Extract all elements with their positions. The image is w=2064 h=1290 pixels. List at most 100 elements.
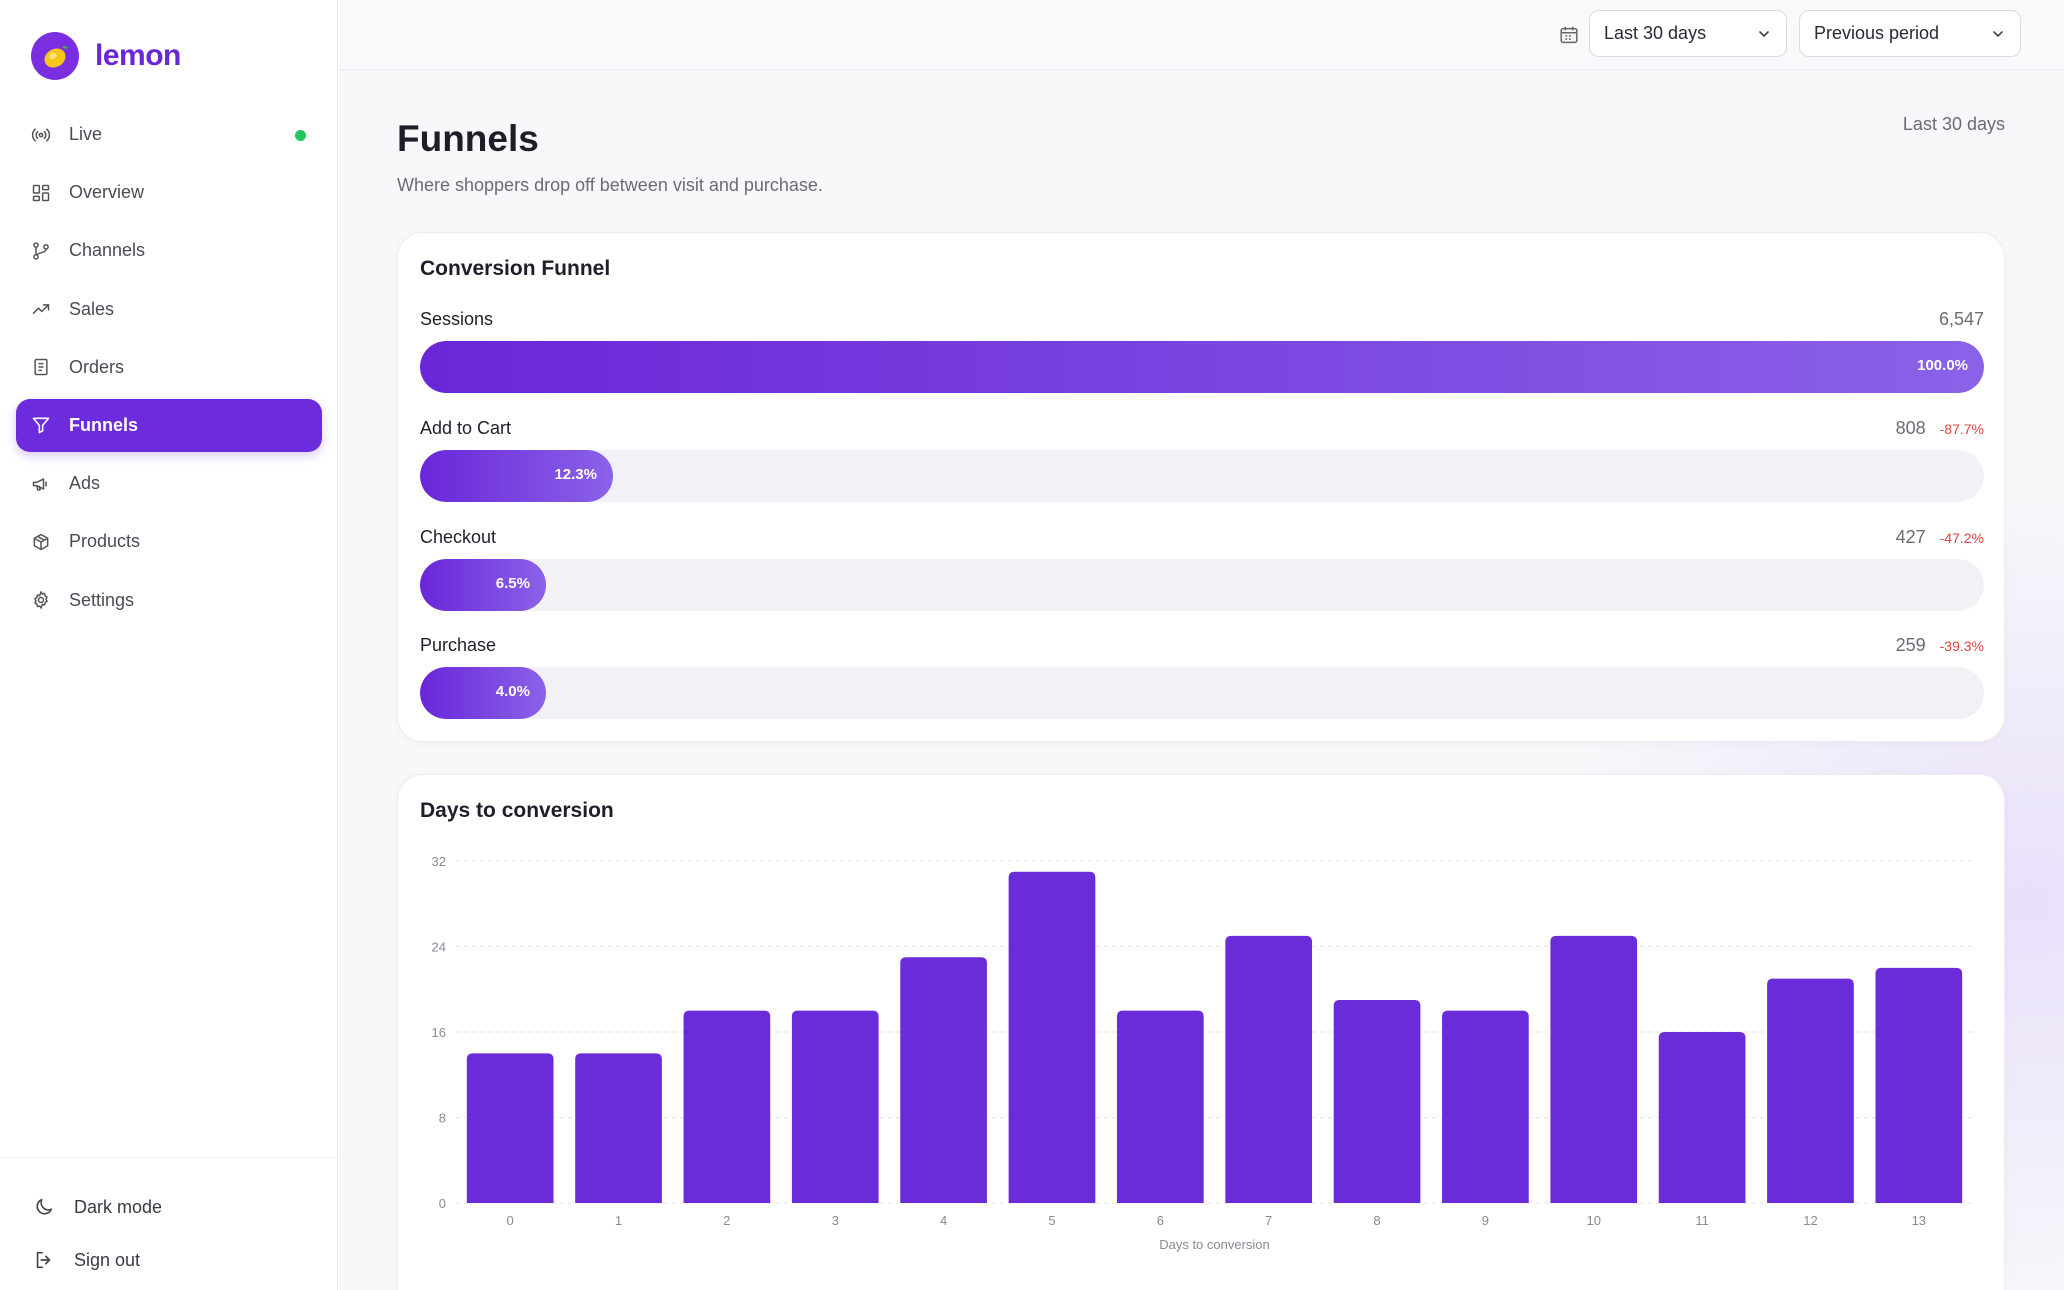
sidebar-item-label: Channels [69,240,146,261]
x-tick-label: 3 [832,1213,839,1228]
bar [1658,1032,1746,1203]
date-range-value: Last 30 days [1604,23,1707,43]
main-content: Last 30 days Previous period Funnels Whe… [339,0,2064,1290]
bar [1767,978,1854,1203]
dark-mode-label: Dark mode [74,1196,163,1217]
sidebar-footer: Dark mode Sign out [0,1157,338,1290]
sidebar-item-products[interactable]: Products [16,515,322,568]
funnel-stage-sessions[interactable]: Sessions 6,547 100.0% [420,309,1984,399]
trend-up-icon [32,304,50,314]
x-tick-label: 5 [1048,1213,1055,1228]
sidebar: lemon Live Overview Channels Sales Order… [0,0,338,1290]
sidebar-item-label: Ads [69,473,101,494]
megaphone-icon [32,477,47,491]
bar [466,1053,554,1203]
stage-bar: 100.0% [420,341,1984,393]
sidebar-item-live[interactable]: Live [16,108,322,161]
stage-stats: 427 -47.2% [1896,527,1984,548]
stage-dropoff: -87.7% [1939,421,1984,437]
lemon-logo-icon [31,32,79,80]
stage-count: 259 [1895,635,1926,655]
bar [1008,871,1096,1203]
sidebar-item-ads[interactable]: Ads [16,457,322,510]
page-subtitle: Where shoppers drop off between visit an… [397,175,823,195]
days-to-conversion-card: Days to conversion 0 8 16 24 32 0 1 2 3 4 5 6 7 8 9 10 1… [397,774,2005,1290]
x-tick-label: 7 [1265,1213,1272,1228]
sidebar-item-label: Funnels [69,414,139,435]
sidebar-item-label: Live [69,124,103,144]
x-tick-label: 1 [615,1213,622,1228]
calendar-icon [1560,26,1578,44]
x-tick-label: 12 [1803,1213,1817,1228]
x-tick-label: 13 [1912,1213,1926,1228]
bar [575,1053,662,1203]
sidebar-item-overview[interactable]: Overview [16,166,322,219]
stage-count: 427 [1895,527,1926,547]
y-tick-label: 24 [432,940,446,955]
bar [683,1010,771,1203]
comparison-value: Previous period [1814,23,1940,43]
date-range-select[interactable]: Last 30 days [1589,10,1787,57]
stage-percent: 6.5% [495,575,530,592]
funnel-stage-checkout[interactable]: Checkout 427 -47.2% 6.5% [420,527,1984,617]
brand-logo[interactable]: lemon [31,32,181,80]
stage-percent: 100.0% [1917,357,1968,374]
stage-percent: 4.0% [495,683,530,700]
stage-track: 12.3% [420,450,1984,502]
bar [791,1010,879,1203]
topbar: Last 30 days Previous period [339,0,2064,70]
conversion-funnel-card: Conversion Funnel Sessions 6,547 100.0% … [397,232,2005,742]
stage-count: 6,547 [1938,309,1984,329]
card-title: Conversion Funnel [420,257,611,280]
stage-bar: 4.0% [420,667,546,719]
sidebar-item-label: Sales [69,298,115,319]
sidebar-nav: Live Overview Channels Sales Orders Funn… [16,108,322,632]
x-tick-label: 11 [1695,1213,1709,1228]
sidebar-item-label: Settings [69,589,135,610]
period-label: Last 30 days [1902,114,2005,134]
bar [1333,999,1421,1203]
sidebar-item-label: Products [69,531,141,552]
x-tick-label: 2 [723,1213,730,1228]
stage-label: Checkout [420,527,497,547]
chevron-down-icon [1993,31,2003,38]
bar [1116,1010,1204,1203]
y-tick-label: 8 [439,1111,446,1126]
stage-stats: 259 -39.3% [1896,635,1984,656]
sidebar-item-orders[interactable]: Orders [16,341,322,394]
y-tick-label: 0 [439,1196,446,1211]
y-tick-label: 16 [432,1025,446,1040]
sidebar-item-settings[interactable]: Settings [16,574,322,627]
funnel-stage-purchase[interactable]: Purchase 259 -39.3% 4.0% [420,635,1984,725]
stage-label: Add to Cart [420,418,512,438]
bar [1550,935,1638,1203]
sidebar-item-channels[interactable]: Channels [16,224,322,277]
gear-icon [34,590,48,610]
branch-icon [33,242,49,260]
comparison-select[interactable]: Previous period [1799,10,2021,57]
x-tick-label: 0 [507,1213,514,1228]
sign-out-button[interactable]: Sign out [33,1240,140,1280]
bar [1225,935,1313,1203]
bar [1875,967,1963,1203]
sidebar-item-funnels[interactable]: Funnels [16,398,322,452]
funnel-stage-add-to-cart[interactable]: Add to Cart 808 -87.7% 12.3% [420,418,1984,508]
sign-out-icon [36,1251,51,1269]
live-status-dot [295,130,306,141]
card-title: Days to conversion [420,799,614,822]
stage-bar: 6.5% [420,559,546,611]
bar [1442,1010,1529,1203]
stage-track: 6.5% [420,559,1984,611]
receipt-icon [34,359,48,376]
dark-mode-toggle[interactable]: Dark mode [33,1187,162,1227]
sidebar-item-sales[interactable]: Sales [16,283,322,336]
x-tick-label: 4 [940,1213,947,1228]
grid-icon [32,184,50,201]
y-tick-label: 32 [432,854,446,869]
sidebar-item-label: Orders [69,356,125,377]
x-axis-label: Days to conversion [1159,1237,1270,1252]
stage-stats: 808 -87.7% [1896,418,1984,439]
broadcast-icon [31,127,51,142]
stage-dropoff: -39.3% [1939,638,1984,654]
moon-icon [36,1198,53,1215]
